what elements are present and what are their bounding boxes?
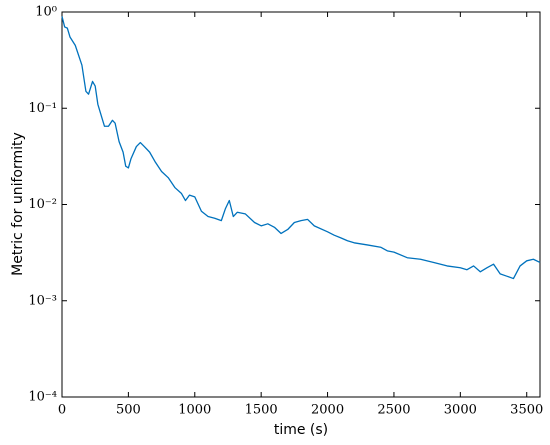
x-axis-label: time (s) [274, 422, 328, 438]
x-tick-label: 0 [58, 403, 66, 418]
y-axis-label: Metric for uniformity [10, 132, 26, 276]
plot-frame [61, 11, 541, 398]
x-tick-label: 2500 [377, 403, 410, 418]
x-tick-label: 1000 [178, 403, 211, 418]
y-tick-label: 10⁻⁴ [28, 390, 57, 405]
x-tick-label: 3500 [510, 403, 543, 418]
y-tick-label: 10⁻² [28, 197, 57, 212]
data-line [61, 16, 541, 280]
x-tick-label: 2000 [311, 403, 344, 418]
x-tick-label: 1500 [245, 403, 278, 418]
x-tick-label: 500 [116, 403, 141, 418]
y-tick-label: 10⁰ [35, 5, 57, 20]
y-tick-label: 10⁻¹ [28, 101, 57, 116]
y-tick-label: 10⁻³ [28, 293, 57, 308]
x-tick-label: 3000 [444, 403, 477, 418]
